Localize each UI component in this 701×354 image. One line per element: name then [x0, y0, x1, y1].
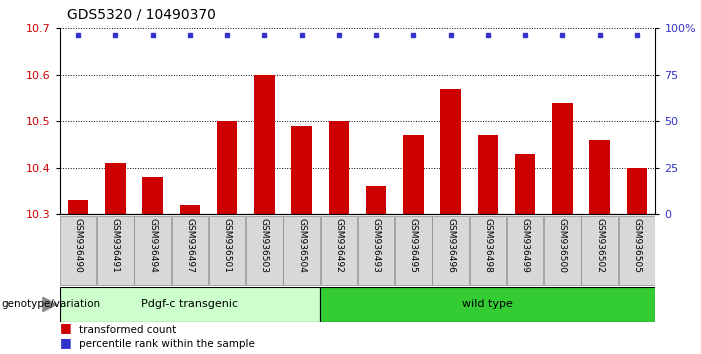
Text: GSM936490: GSM936490 [74, 218, 83, 273]
Bar [477, 135, 498, 214]
Text: transformed count: transformed count [79, 325, 177, 335]
Bar [179, 205, 200, 214]
Bar [320, 287, 655, 322]
Text: GSM936499: GSM936499 [521, 218, 529, 273]
Bar [105, 163, 125, 214]
Bar [581, 216, 618, 285]
Text: GSM936504: GSM936504 [297, 218, 306, 273]
Polygon shape [43, 297, 57, 312]
Text: GSM936496: GSM936496 [446, 218, 455, 273]
Text: GSM936505: GSM936505 [632, 218, 641, 273]
Text: wild type: wild type [463, 299, 513, 309]
Text: GSM936493: GSM936493 [372, 218, 381, 273]
Text: GSM936494: GSM936494 [148, 218, 157, 273]
Bar [358, 216, 395, 285]
Bar [320, 216, 357, 285]
Bar [97, 216, 134, 285]
Bar [283, 216, 320, 285]
Bar [142, 177, 163, 214]
Bar [627, 168, 647, 214]
Bar [515, 154, 536, 214]
Bar [366, 186, 386, 214]
Bar [329, 121, 349, 214]
Bar [403, 135, 423, 214]
Bar [60, 287, 320, 322]
Text: ■: ■ [60, 321, 72, 335]
Text: GSM936497: GSM936497 [186, 218, 194, 273]
Bar [172, 216, 208, 285]
Bar [618, 216, 655, 285]
Bar [209, 216, 245, 285]
Bar [590, 140, 610, 214]
Text: ■: ■ [60, 336, 72, 349]
Text: GDS5320 / 10490370: GDS5320 / 10490370 [67, 7, 215, 21]
Bar [68, 200, 88, 214]
Text: GSM936501: GSM936501 [223, 218, 231, 273]
Bar [217, 121, 238, 214]
Bar [246, 216, 283, 285]
Bar [433, 216, 469, 285]
Bar [507, 216, 543, 285]
Text: genotype/variation: genotype/variation [1, 299, 100, 309]
Bar [135, 216, 171, 285]
Text: GSM936502: GSM936502 [595, 218, 604, 273]
Bar [395, 216, 432, 285]
Text: Pdgf-c transgenic: Pdgf-c transgenic [142, 299, 238, 309]
Text: percentile rank within the sample: percentile rank within the sample [79, 339, 255, 349]
Bar [60, 216, 97, 285]
Text: GSM936491: GSM936491 [111, 218, 120, 273]
Bar [470, 216, 506, 285]
Text: GSM936503: GSM936503 [260, 218, 269, 273]
Bar [254, 75, 275, 214]
Bar [292, 126, 312, 214]
Text: GSM936500: GSM936500 [558, 218, 567, 273]
Bar [440, 89, 461, 214]
Bar [552, 103, 573, 214]
Text: GSM936498: GSM936498 [484, 218, 492, 273]
Text: GSM936492: GSM936492 [334, 218, 343, 273]
Text: GSM936495: GSM936495 [409, 218, 418, 273]
Bar [544, 216, 580, 285]
